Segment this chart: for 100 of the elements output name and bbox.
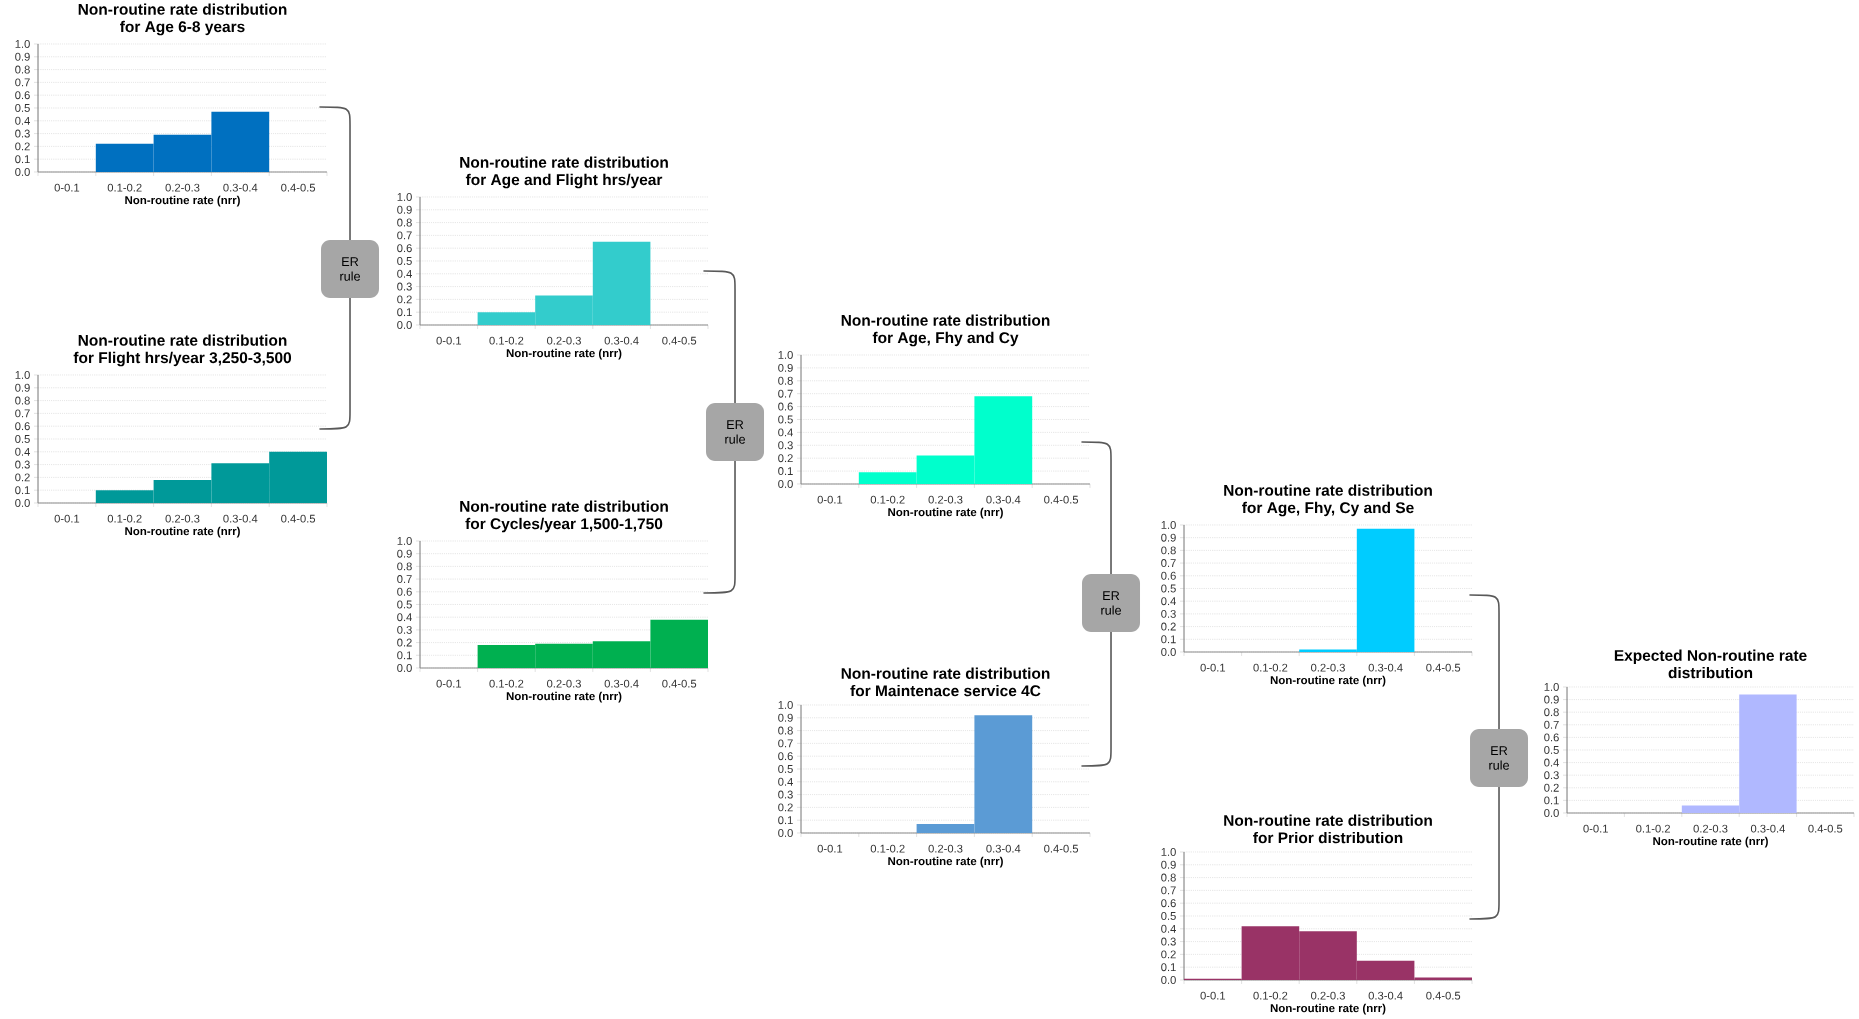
chart-title: Non-routine rate distribution — [841, 667, 1050, 679]
y-tick-label: 0.6 — [397, 587, 412, 596]
x-tick-label: 0.2-0.3 — [165, 183, 200, 192]
y-tick-label: 1.0 — [1161, 848, 1176, 856]
x-tick-label: 0.4-0.5 — [281, 183, 316, 192]
y-tick-label: 0.1 — [15, 155, 30, 164]
y-tick-label: 1.0 — [15, 40, 30, 48]
y-tick-label: 0.6 — [1544, 733, 1559, 742]
x-tick-label: 0.4-0.5 — [1426, 663, 1461, 672]
y-tick-label: 0.5 — [15, 104, 30, 112]
x-tick-label: 0-0.1 — [1200, 663, 1226, 672]
y-tick-label: 0.1 — [1544, 796, 1559, 805]
y-tick-label: 0.4 — [397, 613, 412, 622]
y-tick-label: 0.9 — [397, 549, 412, 558]
y-tick-label: 1.0 — [1161, 521, 1176, 529]
x-tick-label: 0-0.1 — [817, 495, 843, 504]
x-tick-label: 0-0.1 — [54, 183, 80, 192]
y-tick-label: 1.0 — [1544, 683, 1559, 691]
y-tick-label: 0.3 — [778, 441, 793, 450]
y-tick-label: 0.4 — [15, 116, 30, 125]
y-tick-label: 0.6 — [15, 422, 30, 431]
chart-title: Non-routine rate distribution — [460, 156, 668, 168]
x-tick-label: 0.1-0.2 — [1253, 991, 1288, 1000]
y-tick-label: 0.0 — [1161, 976, 1176, 984]
y-tick-label: 0.0 — [397, 321, 412, 329]
x-tick-label: 0-0.1 — [436, 679, 462, 688]
chart-subtitle: for Prior distribution — [1253, 831, 1403, 844]
text: ER rule — [1101, 591, 1122, 615]
chart-subtitle: for Maintenace service 4C — [850, 684, 1041, 697]
y-tick-label: 0.4 — [397, 269, 412, 278]
x-tick-label: 0.1-0.2 — [870, 844, 905, 853]
x-tick-label: 0.4-0.5 — [662, 679, 697, 688]
y-tick-label: 1.0 — [397, 537, 412, 545]
y-tick-label: 0.1 — [397, 308, 412, 317]
y-tick-label: 1.0 — [778, 351, 793, 359]
y-tick-label: 0.3 — [15, 460, 30, 469]
y-tick-label: 0.2 — [1161, 622, 1176, 631]
y-tick-label: 0.6 — [397, 244, 412, 253]
y-tick-label: 0.2 — [1544, 783, 1559, 792]
y-tick-label: 0.9 — [1544, 695, 1559, 704]
x-tick-label: 0.2-0.3 — [547, 336, 581, 345]
y-tick-label: 0.1 — [1161, 963, 1176, 972]
y-tick-label: 0.9 — [1161, 860, 1176, 869]
y-tick-label: 0.8 — [1544, 708, 1559, 717]
y-tick-label: 0.8 — [778, 376, 793, 385]
y-tick-label: 0.9 — [15, 383, 30, 392]
y-tick-label: 0.7 — [15, 409, 30, 418]
x-tick-label: 0.2-0.3 — [1693, 824, 1728, 833]
y-tick-label: 0.9 — [15, 52, 30, 61]
chart-subtitle: distribution — [1668, 666, 1753, 679]
chart-title: Non-routine rate distribution — [841, 314, 1050, 326]
x-tick-label: 0.1-0.2 — [1636, 824, 1670, 833]
chart-title: Non-routine rate distribution — [460, 500, 668, 512]
y-tick-label: 1.0 — [397, 193, 412, 201]
y-tick-label: 0.2 — [778, 454, 793, 463]
chart-title: Non-routine rate distribution — [78, 334, 287, 346]
x-tick-label: 0.2-0.3 — [928, 844, 963, 853]
y-tick-label: 0.2 — [397, 638, 412, 647]
x-tick-label: 0.4-0.5 — [281, 514, 316, 523]
y-tick-label: 0.9 — [1161, 533, 1176, 542]
x-tick-label: 0.1-0.2 — [1253, 663, 1288, 672]
x-axis-title: Non-routine rate (nrr) — [506, 348, 622, 360]
x-axis-title: Non-routine rate (nrr) — [1270, 1003, 1386, 1015]
x-tick-label: 0.3-0.4 — [1368, 991, 1403, 1000]
y-tick-label: 0.7 — [1161, 886, 1176, 895]
y-tick-label: 0.3 — [397, 282, 412, 291]
x-tick-label: 0.2-0.3 — [1311, 663, 1345, 672]
y-tick-label: 0.5 — [778, 415, 793, 424]
y-tick-label: 0.9 — [778, 713, 793, 722]
x-tick-label: 0.1-0.2 — [489, 679, 524, 688]
y-tick-label: 0.5 — [397, 600, 412, 609]
x-tick-label: 0.3-0.4 — [986, 844, 1021, 853]
y-tick-label: 0.7 — [397, 575, 412, 584]
x-tick-label: 0.4-0.5 — [1044, 844, 1079, 853]
x-tick-label: 0.3-0.4 — [223, 514, 258, 523]
y-tick-label: 0.7 — [778, 739, 793, 748]
y-tick-label: 0.9 — [778, 363, 793, 372]
chart-subtitle: for Age 6-8 years — [120, 20, 245, 36]
x-tick-label: 0-0.1 — [54, 514, 80, 523]
x-tick-label: 0.1-0.2 — [107, 514, 142, 523]
y-tick-label: 0.1 — [15, 486, 30, 495]
x-tick-label: 0.4-0.5 — [1044, 495, 1079, 504]
chart-subtitle: for Age, Fhy and Cy — [872, 331, 1019, 347]
y-tick-label: 0.5 — [1544, 746, 1559, 754]
y-tick-label: 0.0 — [778, 480, 793, 488]
y-tick-label: 0.5 — [397, 257, 412, 265]
y-tick-label: 0.7 — [778, 389, 793, 398]
x-tick-label: 0.1-0.2 — [107, 183, 142, 192]
x-tick-label: 0.4-0.5 — [1808, 824, 1843, 833]
x-tick-label: 0.2-0.3 — [547, 679, 581, 688]
y-tick-label: 0.2 — [15, 473, 30, 482]
text: ER rule — [1489, 746, 1510, 770]
x-axis-title: Non-routine rate (nrr) — [1270, 675, 1386, 687]
y-tick-label: 0.4 — [1544, 758, 1559, 767]
y-tick-label: 0.1 — [778, 816, 793, 825]
y-tick-label: 0.0 — [1161, 648, 1176, 656]
x-tick-label: 0.3-0.4 — [1750, 824, 1786, 833]
x-axis-title: Non-routine rate (nrr) — [125, 195, 240, 207]
y-tick-label: 0.6 — [1161, 571, 1176, 580]
y-tick-label: 0.6 — [778, 402, 793, 411]
